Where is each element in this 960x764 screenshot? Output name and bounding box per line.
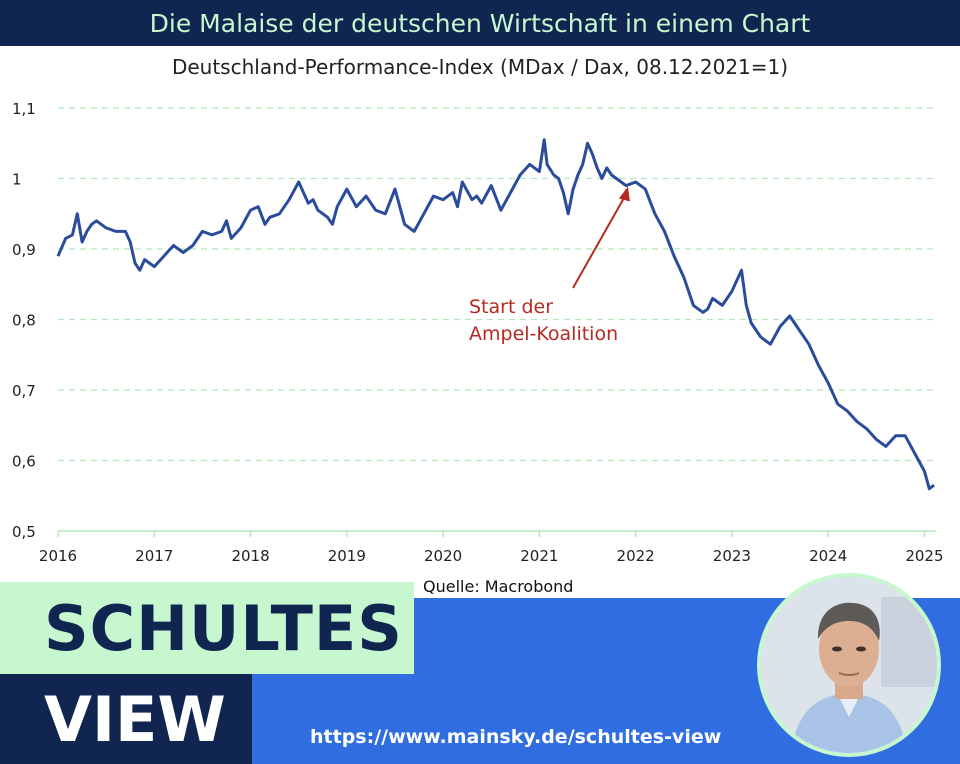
website-link[interactable]: https://www.mainsky.de/schultes-view <box>310 726 722 748</box>
annotation-arrow-line <box>572 194 627 289</box>
x-tick-label: 2019 <box>328 547 366 565</box>
x-tick-label: 2022 <box>617 547 655 565</box>
annotation-arrowhead <box>618 186 630 202</box>
series-line <box>56 138 935 491</box>
brand-line-2: VIEW <box>44 682 226 756</box>
y-tick-label: 1 <box>12 171 22 189</box>
line-chart: 0,5 0,6 0,7 0,8 0,9 1 1,1 2016 2017 2018 2019 2020 2… <box>12 100 944 565</box>
x-tick-label: 2016 <box>39 547 77 565</box>
x-tick-label: 2023 <box>713 547 751 565</box>
portrait-illustration <box>761 577 937 753</box>
x-tick-label: 2020 <box>424 547 462 565</box>
brand-line-1: SCHULTES <box>44 591 403 665</box>
x-tick-label: 2021 <box>520 547 558 565</box>
y-tick-label: 0,6 <box>12 453 36 471</box>
x-tick-label: 2024 <box>809 547 847 565</box>
x-tick-label: 2025 <box>905 547 943 565</box>
author-portrait <box>757 573 941 757</box>
y-tick-label: 0,7 <box>12 382 36 400</box>
y-tick-label: 0,9 <box>12 241 36 259</box>
x-tick-label: 2018 <box>231 547 269 565</box>
y-tick-label: 1,1 <box>12 100 36 118</box>
annotation-label: Ampel-Koalition <box>469 323 618 345</box>
y-tick-label: 0,8 <box>12 312 36 330</box>
x-tick-label: 2017 <box>135 547 173 565</box>
brand-box-view: VIEW <box>0 674 252 764</box>
source-note: Quelle: Macrobond <box>423 577 574 596</box>
chart-subtitle: Deutschland-Performance-Index (MDax / Da… <box>171 55 789 79</box>
brand-box-schultes: SCHULTES <box>0 582 414 674</box>
title-banner: Die Malaise der deutschen Wirtschaft in … <box>0 0 960 46</box>
y-tick-label: 0,5 <box>12 523 36 541</box>
annotation-label: Start der <box>469 296 553 318</box>
chart-title: Die Malaise der deutschen Wirtschaft in … <box>149 8 811 38</box>
